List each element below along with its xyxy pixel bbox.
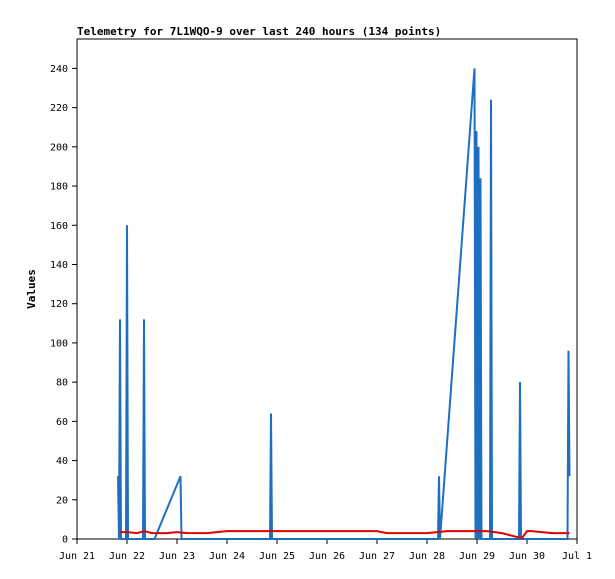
- x-tick-label: Jun 21: [59, 551, 95, 562]
- y-tick-label: 140: [50, 260, 68, 271]
- y-tick-label: 160: [50, 221, 68, 232]
- y-tick-label: 0: [62, 535, 68, 546]
- x-tick-label: Jun 29: [459, 551, 495, 562]
- series-line-2: [120, 530, 570, 540]
- y-tick-label: 100: [50, 338, 68, 349]
- series-layer: [117, 68, 571, 540]
- y-tick-label: 40: [56, 456, 68, 467]
- x-tick-label: Jun 24: [209, 551, 245, 562]
- series-line-1: [117, 68, 571, 540]
- x-axis: Jun 21 Jun 22 Jun 23 Jun 24 Jun 25 Jun 26 Jun …: [59, 539, 592, 562]
- x-tick-label: Jun 25: [259, 551, 295, 562]
- y-tick-label: 80: [56, 378, 68, 389]
- plot-frame: [76, 38, 578, 540]
- y-tick-label: 120: [50, 299, 68, 310]
- y-tick-label: 20: [56, 495, 68, 506]
- y-tick-label: 220: [50, 103, 68, 114]
- x-tick-label: Jun 27: [359, 551, 395, 562]
- x-tick-label: Jun 26: [309, 551, 345, 562]
- y-axis-label: Values: [25, 269, 38, 309]
- y-tick-label: 180: [50, 182, 68, 193]
- y-tick-label: 240: [50, 64, 68, 75]
- x-tick-label: Jun 28: [409, 551, 445, 562]
- x-tick-label: Jun 30: [509, 551, 545, 562]
- x-tick-label: Jun 22: [109, 551, 145, 562]
- x-tick-label: Jun 23: [159, 551, 195, 562]
- y-tick-label: 60: [56, 417, 68, 428]
- y-tick-label: 200: [50, 142, 68, 153]
- chart-title: Telemetry for 7L1WQO-9 over last 240 hou…: [77, 25, 441, 38]
- x-tick-label: Jul 1: [562, 551, 592, 562]
- y-axis: 0 20 40 60 80 100 120 140 160 180 200 220 240: [50, 64, 77, 546]
